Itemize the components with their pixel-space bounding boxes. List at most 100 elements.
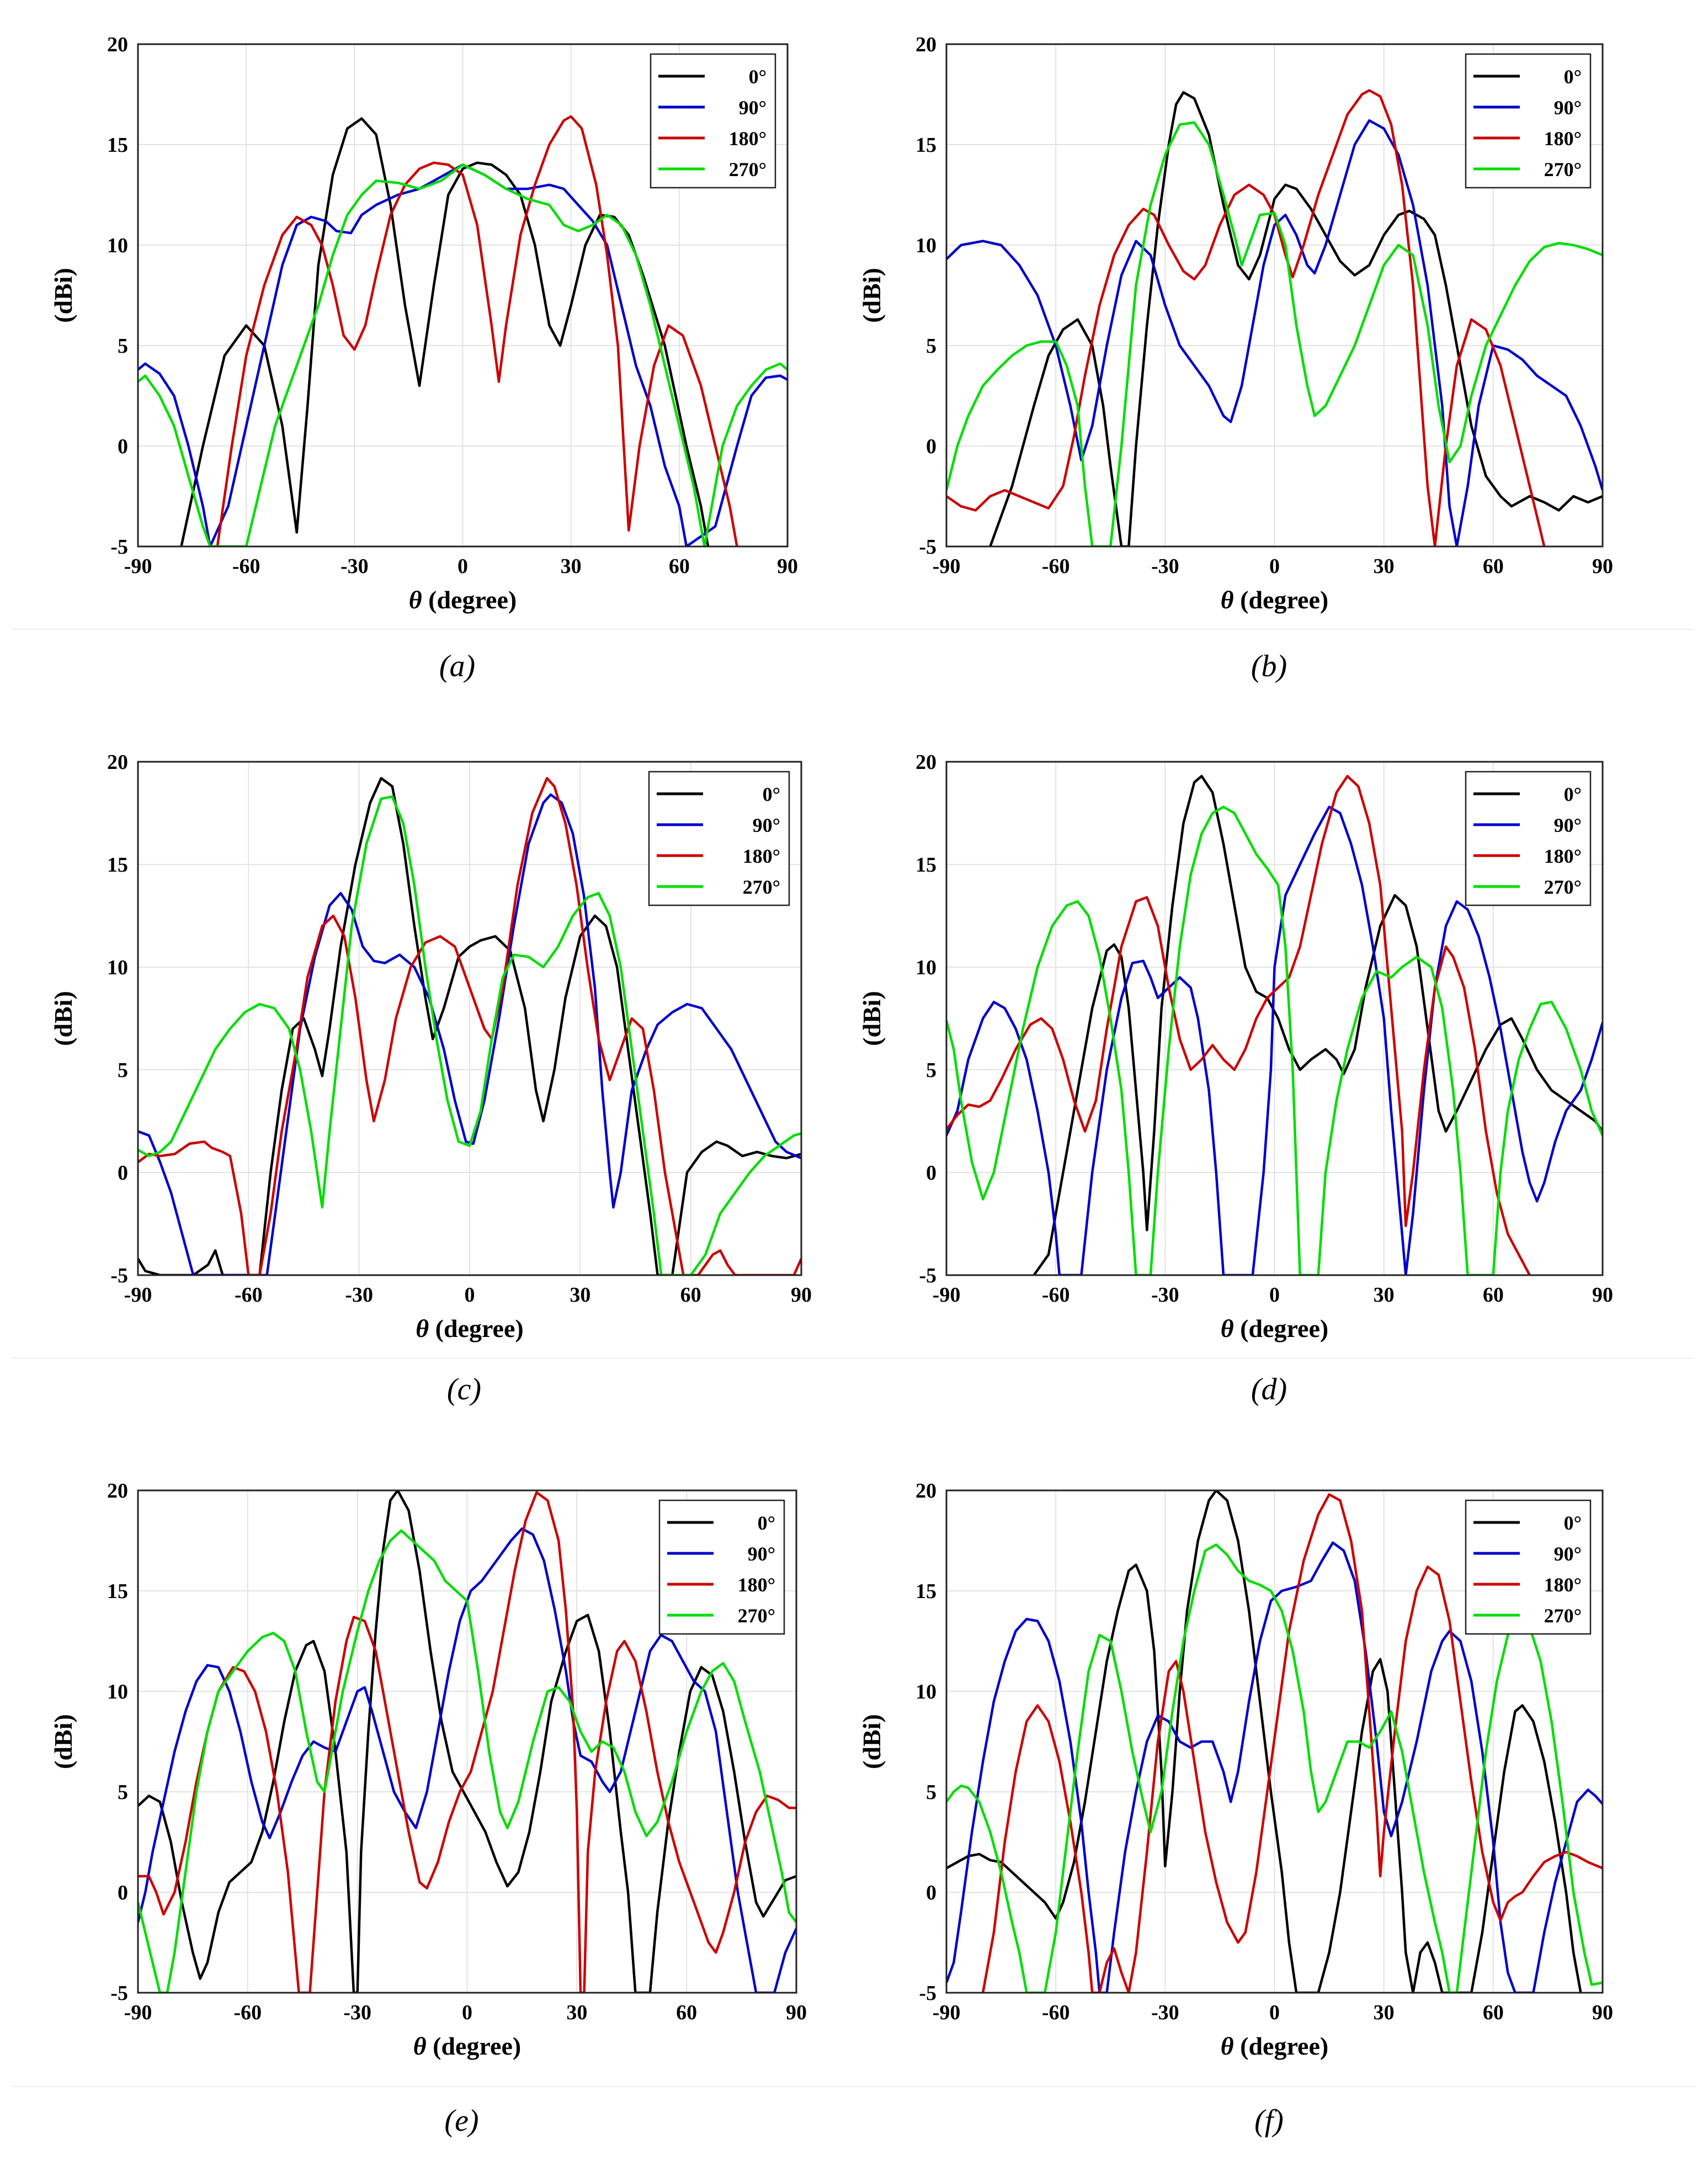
y-axis-label: (dBi) [858, 991, 886, 1046]
x-tick-label: -30 [1151, 555, 1179, 578]
legend-label-90: 90° [1554, 97, 1582, 119]
x-tick-label: 30 [1374, 555, 1395, 578]
x-tick-label: 90 [1592, 555, 1613, 578]
series-line-0-deg [180, 117, 710, 546]
x-tick-label: -60 [235, 1283, 263, 1307]
x-axis-label-text: (degree) [1234, 2032, 1329, 2060]
y-tick-label: 10 [107, 234, 128, 257]
x-axis-label: θ (degree) [1221, 1314, 1328, 1342]
x-tick-label: -30 [345, 1283, 373, 1307]
x-axis-label-text: (degree) [1234, 1314, 1329, 1342]
series-line-270-deg [138, 163, 788, 546]
series-line-270-deg [946, 805, 1603, 1275]
legend-label-90: 90° [748, 1543, 775, 1565]
legend-label-270: 270° [1544, 876, 1582, 898]
x-tick-label: 0 [1269, 555, 1280, 578]
chart-panel-3: -90 -60 -30 0 30 60 90 -5 0 5 10 15 20 0° 90° 180° 270° θ… [49, 751, 812, 1407]
series-line-270-deg [138, 1529, 796, 1993]
y-tick-label: -5 [110, 1982, 128, 2005]
series-line-180-deg [946, 89, 1546, 546]
x-axis-label: θ (degree) [416, 1314, 523, 1342]
legend: 0° 90° 180° 270° [1465, 1499, 1592, 1635]
series-line-90-deg [138, 1527, 796, 1993]
y-tick-label: 5 [118, 1059, 128, 1082]
x-tick-label: 90 [791, 1283, 812, 1307]
panel-caption: (c) [447, 1372, 481, 1407]
x-axis-label-text: (degree) [422, 586, 517, 614]
y-tick-label: 10 [916, 234, 937, 257]
x-tick-label: 0 [465, 1283, 475, 1307]
series-line-0-deg [1033, 774, 1603, 1275]
x-tick-label: 60 [1483, 555, 1504, 578]
axes-frame [945, 761, 1604, 1276]
y-tick-label: -5 [919, 535, 937, 559]
x-tick-label: 60 [676, 2001, 697, 2024]
x-axis-label-text: (degree) [1234, 586, 1329, 614]
y-axis-label: (dBi) [49, 268, 77, 323]
legend-label-90: 90° [1554, 1543, 1582, 1565]
y-tick-label: 10 [916, 1680, 937, 1703]
legend-label-180: 180° [1544, 128, 1582, 150]
y-tick-label: 5 [926, 1781, 937, 1804]
legend: 0° 90° 180° 270° [1465, 53, 1592, 189]
x-tick-label: 0 [1269, 1283, 1280, 1307]
legend-label-270: 270° [738, 1605, 775, 1627]
y-tick-label: 15 [916, 134, 937, 157]
series-line-180-deg [216, 115, 738, 546]
legend-label-0: 0° [1564, 783, 1582, 805]
axes-frame [137, 761, 802, 1276]
legend-label-180: 180° [1544, 1574, 1582, 1596]
y-tick-label: -5 [919, 1264, 937, 1287]
legend-label-90: 90° [739, 97, 767, 119]
x-tick-label: 30 [570, 1283, 590, 1307]
x-tick-label: -30 [1151, 1283, 1179, 1307]
legend: 0° 90° 180° 270° [658, 1499, 785, 1635]
x-tick-label: -90 [124, 1283, 152, 1307]
y-tick-label: 0 [118, 1881, 128, 1904]
legend-label-0: 0° [758, 1512, 775, 1534]
x-tick-label: 60 [1483, 2001, 1504, 2024]
series-line-0-deg [946, 1490, 1582, 1993]
legend-label-270: 270° [729, 158, 767, 181]
series-line-270-deg [138, 795, 801, 1275]
y-tick-label: -5 [110, 1264, 128, 1287]
x-tick-label: -60 [1042, 1283, 1070, 1307]
legend-label-270: 270° [1544, 158, 1582, 181]
x-tick-label: 60 [669, 555, 690, 578]
theta-symbol: θ [416, 1314, 429, 1342]
y-tick-label: 15 [916, 853, 937, 877]
x-tick-label: 90 [786, 2001, 807, 2024]
x-tick-label: -60 [232, 555, 260, 578]
y-tick-label: 15 [916, 1580, 937, 1603]
series-line-180-deg [138, 777, 801, 1275]
legend-label-270: 270° [743, 876, 780, 898]
panel-caption: (d) [1251, 1372, 1287, 1407]
x-axis-label-text: (degree) [427, 2032, 522, 2060]
y-tick-label: 0 [926, 1881, 937, 1904]
legend-label-0: 0° [1564, 1512, 1582, 1534]
x-tick-label: -90 [124, 2001, 152, 2024]
legend-label-180: 180° [1544, 845, 1582, 867]
x-tick-label: -90 [933, 1283, 961, 1307]
axes-frame [137, 1489, 797, 1994]
y-axis-label: (dBi) [49, 991, 77, 1046]
y-tick-label: 15 [107, 1580, 128, 1603]
x-tick-label: -60 [1042, 2001, 1070, 2024]
chart-panel-5: -90 -60 -30 0 30 60 90 -5 0 5 10 15 20 0° 90° 180° 270° θ… [49, 1479, 807, 2138]
series-line-90-deg [946, 805, 1603, 1275]
y-tick-label: 10 [107, 1680, 128, 1703]
axes-frame [945, 43, 1604, 548]
x-tick-label: 30 [561, 555, 582, 578]
theta-symbol: θ [1221, 586, 1234, 614]
chart-panel-1: -90 -60 -30 0 30 60 90 -5 0 5 10 15 20 0° 90° 180° 270° θ… [49, 33, 798, 683]
y-tick-label: -5 [919, 1982, 937, 2005]
panel-caption: (a) [439, 649, 475, 683]
panel-caption: (e) [444, 2104, 478, 2138]
y-tick-label: 0 [926, 1161, 937, 1185]
x-tick-label: -60 [234, 2001, 262, 2024]
x-tick-label: -90 [933, 2001, 961, 2024]
y-axis-label: (dBi) [858, 268, 886, 323]
y-tick-label: 10 [916, 956, 937, 979]
x-tick-label: 0 [462, 2001, 472, 2024]
